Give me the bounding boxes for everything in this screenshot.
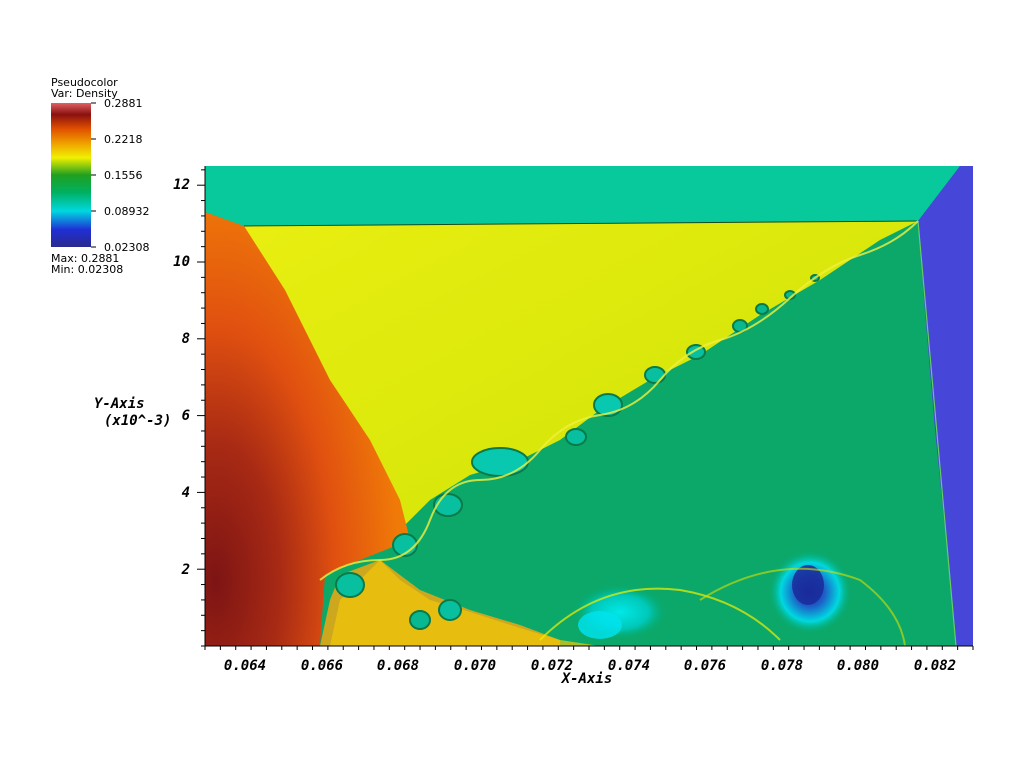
density-field: [205, 166, 973, 646]
vortex: [755, 303, 769, 315]
vortex: [335, 572, 365, 598]
x-tick-label: 0.070: [454, 658, 496, 674]
yellow-bottom-band: [330, 560, 600, 646]
legend: Pseudocolor Var: Density 0.2881 0.2218 0…: [51, 76, 150, 276]
y-tick-label: 6: [182, 408, 190, 424]
y-axis-scale: (x10^-3): [104, 413, 171, 429]
legend-min: Min: 0.02308: [51, 263, 123, 276]
x-tick-label: 0.066: [301, 658, 343, 674]
shock-line-top: [243, 220, 919, 227]
y-tick-label: 8: [182, 331, 190, 347]
colorbar-tick-label: 0.2218: [104, 133, 143, 146]
bottom-streak: [699, 567, 906, 646]
bottom-streak: [539, 587, 781, 641]
x-tick-label: 0.074: [608, 658, 650, 674]
vortex: [471, 447, 529, 477]
x-axis-title: X-Axis: [561, 671, 613, 687]
y-axis-ticks: [197, 169, 205, 647]
axes: [197, 166, 974, 650]
yellow-wedge: [244, 221, 918, 580]
x-tick-label: 0.082: [914, 658, 956, 674]
vortex: [565, 428, 587, 446]
y-tick-label: 12: [173, 177, 190, 193]
vortex: [438, 599, 462, 621]
colorbar: [51, 103, 91, 247]
legend-variable: Var: Density: [51, 87, 118, 100]
vortex: [392, 533, 418, 557]
y-tick-label: 2: [181, 562, 190, 578]
low-density-core: [792, 565, 824, 605]
vortex: [644, 366, 666, 384]
legend-max: Max: 0.2881: [51, 252, 119, 265]
colorbar-tick-label: 0.1556: [104, 169, 143, 182]
x-tick-label: 0.064: [224, 658, 266, 674]
x-tick-label: 0.068: [377, 658, 419, 674]
shock-front-right: [917, 220, 957, 646]
y-tick-labels: 2 4 6 8 10 12: [173, 177, 190, 578]
legend-title: Pseudocolor: [51, 76, 118, 89]
y-axis-title: Y-Axis: [94, 396, 145, 412]
colorbar-tick-label: 0.08932: [104, 205, 150, 218]
x-tick-label: 0.080: [837, 658, 879, 674]
x-tick-label: 0.078: [761, 658, 803, 674]
y-tick-label: 10: [173, 254, 190, 270]
y-tick-label: 4: [182, 485, 190, 501]
dense-region: [205, 212, 410, 646]
x-axis-ticks: [204, 646, 974, 650]
blue-strip: [918, 166, 973, 646]
colorbar-tick-label: 0.2881: [104, 97, 143, 110]
shear-interface: [319, 220, 919, 581]
colorbar-tick-label: 0.02308: [104, 241, 150, 254]
vortex: [409, 610, 431, 630]
cyan-structure: [578, 611, 622, 639]
x-tick-label: 0.076: [684, 658, 726, 674]
x-tick-label: 0.072: [531, 658, 573, 674]
vortex: [593, 393, 623, 417]
vortex-chain: [335, 274, 820, 630]
x-tick-labels: 0.064 0.066 0.068 0.070 0.072 0.074 0.07…: [224, 658, 956, 674]
teal-band: [205, 166, 960, 226]
colorbar-ticks: [91, 102, 96, 248]
